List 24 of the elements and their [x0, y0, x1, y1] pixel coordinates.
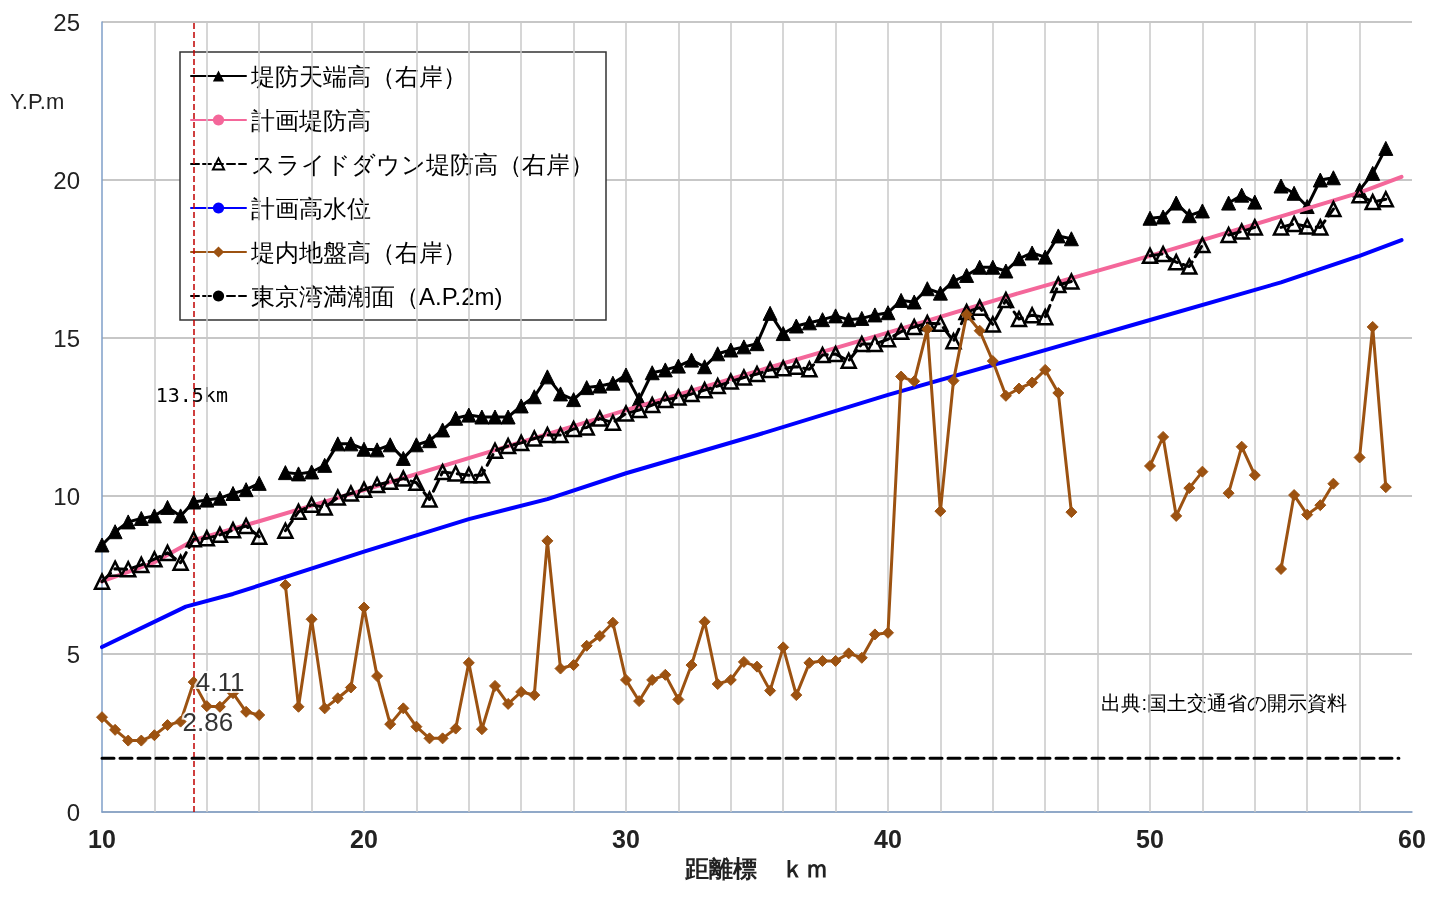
- y-tick-label: 5: [66, 640, 80, 668]
- legend-label: 堤防天端高（右岸）: [250, 62, 467, 90]
- x-tick-label: 40: [874, 824, 902, 853]
- x-tick-label: 20: [350, 824, 378, 853]
- y-tick-label: 10: [53, 482, 80, 510]
- line-series: [100, 238, 1404, 650]
- annotation: 4.11: [195, 667, 245, 698]
- legend-label: 東京湾満潮面（A.P.2m): [251, 282, 503, 310]
- y-tick-label: 15: [53, 324, 80, 352]
- ref-line-label: 13.5km: [155, 383, 228, 407]
- y-axis-title: Y.P.m: [10, 88, 65, 114]
- y-tick-label: 0: [66, 798, 80, 826]
- legend-label: 計画高水位: [251, 194, 371, 222]
- legend-label: 計画堤防高: [251, 106, 371, 134]
- x-tick-label: 10: [88, 824, 116, 853]
- legend-label: スライドダウン堤防高（右岸）: [251, 150, 594, 178]
- legend-label: 堤内地盤高（右岸）: [250, 238, 467, 266]
- annotation: 出典:国土交通省の開示資料: [1101, 692, 1348, 714]
- x-tick-label: 30: [612, 824, 640, 853]
- x-tick-label: 60: [1398, 824, 1426, 853]
- y-tick-label: 25: [53, 8, 80, 36]
- y-tick-label: 20: [53, 166, 80, 194]
- x-tick-label: 50: [1136, 824, 1164, 853]
- x-axis-title: 距離標 ｋｍ: [684, 854, 829, 882]
